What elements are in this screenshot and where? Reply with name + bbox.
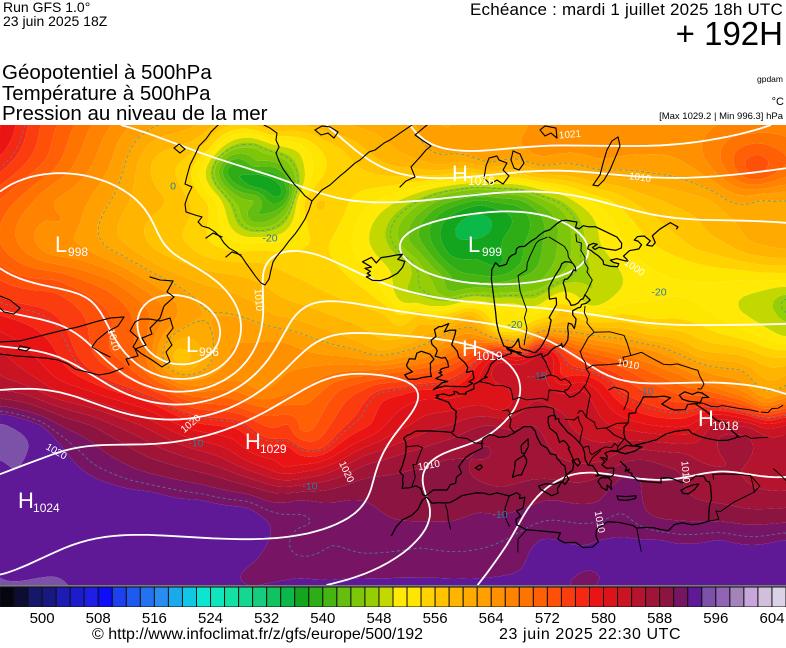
svg-text:1010: 1010: [251, 288, 264, 312]
svg-text:996: 996: [199, 345, 219, 359]
svg-text:H: H: [245, 429, 261, 454]
svg-text:-10: -10: [302, 481, 317, 493]
svg-text:H: H: [462, 336, 478, 361]
svg-text:-10: -10: [188, 438, 203, 450]
svg-text:L: L: [186, 332, 198, 357]
svg-text:1010: 1010: [417, 459, 441, 474]
svg-text:H: H: [698, 406, 714, 431]
svg-text:1019: 1019: [476, 349, 503, 363]
svg-text:-10: -10: [492, 509, 507, 521]
svg-text:1010: 1010: [592, 510, 607, 534]
svg-text:L: L: [55, 232, 67, 257]
svg-text:H: H: [452, 161, 468, 186]
svg-text:1016: 1016: [468, 174, 495, 188]
svg-text:998: 998: [68, 245, 88, 259]
svg-text:1021: 1021: [558, 129, 582, 142]
svg-text:-20: -20: [262, 233, 277, 245]
svg-text:L: L: [468, 232, 480, 257]
svg-text:1024: 1024: [33, 501, 60, 515]
svg-text:-15: -15: [531, 371, 546, 383]
svg-text:-10: -10: [638, 386, 653, 398]
svg-text:-20: -20: [507, 319, 522, 331]
svg-text:1018: 1018: [712, 419, 739, 433]
svg-text:1010: 1010: [616, 358, 640, 373]
svg-text:1029: 1029: [260, 442, 287, 456]
svg-text:1010: 1010: [105, 328, 121, 353]
svg-text:-20: -20: [651, 287, 666, 299]
svg-text:999: 999: [482, 245, 502, 259]
svg-text:1010: 1010: [678, 460, 691, 484]
svg-text:H: H: [18, 488, 34, 513]
svg-text:1010: 1010: [628, 171, 652, 185]
svg-text:0: 0: [170, 181, 176, 193]
